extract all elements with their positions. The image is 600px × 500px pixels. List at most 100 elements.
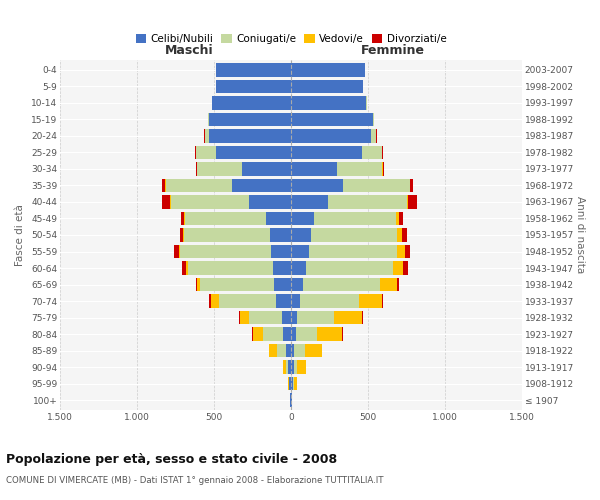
Bar (200, 278, 274, 291)
Bar (242, 162, 291, 175)
Bar (250, 195, 291, 209)
Bar (174, 244, 179, 258)
Bar (304, 278, 380, 291)
Bar (293, 377, 294, 390)
Bar (196, 146, 215, 159)
Bar (291, 228, 311, 242)
Bar (296, 328, 317, 341)
Bar (392, 261, 403, 275)
Bar (205, 129, 209, 142)
Bar (291, 377, 293, 390)
Bar (211, 294, 218, 308)
Bar (291, 162, 337, 175)
Bar (212, 96, 291, 110)
Bar (328, 195, 407, 209)
Bar (204, 129, 205, 142)
Bar (297, 311, 334, 324)
Bar (373, 112, 374, 126)
Bar (288, 360, 291, 374)
Bar (252, 328, 253, 341)
Bar (291, 294, 300, 308)
Bar (209, 129, 291, 142)
Bar (397, 228, 402, 242)
Bar (163, 178, 166, 192)
Bar (362, 146, 382, 159)
Bar (274, 278, 291, 291)
Bar (342, 328, 343, 341)
Bar (291, 112, 373, 126)
Bar (397, 244, 405, 258)
Bar (291, 212, 314, 226)
Bar (317, 328, 342, 341)
Bar (382, 294, 383, 308)
Bar (291, 146, 362, 159)
Bar (215, 146, 291, 159)
Bar (291, 394, 292, 407)
Bar (383, 162, 384, 175)
Bar (183, 228, 184, 242)
Bar (311, 228, 397, 242)
Bar (180, 228, 183, 242)
Bar (382, 162, 383, 175)
Bar (253, 328, 263, 341)
Bar (215, 80, 291, 93)
Bar (291, 178, 343, 192)
Bar (291, 360, 294, 374)
Bar (232, 178, 291, 192)
Bar (209, 112, 291, 126)
Bar (294, 377, 297, 390)
Bar (403, 261, 408, 275)
Y-axis label: Anni di nascita: Anni di nascita (575, 196, 585, 274)
Bar (240, 311, 250, 324)
Bar (283, 360, 286, 374)
Bar (291, 80, 364, 93)
Bar (291, 311, 297, 324)
Bar (179, 244, 180, 258)
Bar (209, 294, 211, 308)
Bar (291, 261, 307, 275)
Legend: Celibi/Nubili, Coniugati/e, Vedovi/e, Divorziati/e: Celibi/Nubili, Coniugati/e, Vedovi/e, Di… (131, 30, 451, 48)
Text: Maschi: Maschi (165, 44, 214, 57)
Bar (402, 228, 407, 242)
Bar (307, 261, 392, 275)
Bar (182, 261, 186, 275)
Bar (300, 294, 359, 308)
Bar (291, 195, 328, 209)
Bar (410, 178, 413, 192)
Bar (291, 129, 371, 142)
Bar (382, 146, 383, 159)
Bar (215, 63, 291, 76)
Text: Popolazione per età, sesso e stato civile - 2008: Popolazione per età, sesso e stato civil… (6, 452, 337, 466)
Bar (297, 360, 307, 374)
Bar (362, 311, 364, 324)
Bar (291, 344, 294, 358)
Bar (291, 328, 296, 341)
Bar (282, 311, 291, 324)
Bar (196, 162, 197, 175)
Bar (275, 294, 291, 308)
Bar (270, 228, 291, 242)
Bar (337, 162, 382, 175)
Bar (184, 228, 270, 242)
Bar (208, 112, 209, 126)
Bar (305, 344, 322, 358)
Bar (399, 212, 403, 226)
Bar (263, 328, 283, 341)
Bar (405, 244, 410, 258)
Bar (371, 129, 376, 142)
Bar (180, 244, 271, 258)
Bar (272, 261, 291, 275)
Bar (380, 278, 397, 291)
Bar (343, 178, 410, 192)
Bar (161, 195, 170, 209)
Bar (197, 162, 242, 175)
Bar (171, 195, 250, 209)
Bar (283, 328, 291, 341)
Bar (286, 360, 288, 374)
Bar (196, 278, 197, 291)
Bar (266, 212, 291, 226)
Bar (197, 278, 200, 291)
Bar (407, 195, 408, 209)
Bar (334, 311, 362, 324)
Bar (170, 195, 171, 209)
